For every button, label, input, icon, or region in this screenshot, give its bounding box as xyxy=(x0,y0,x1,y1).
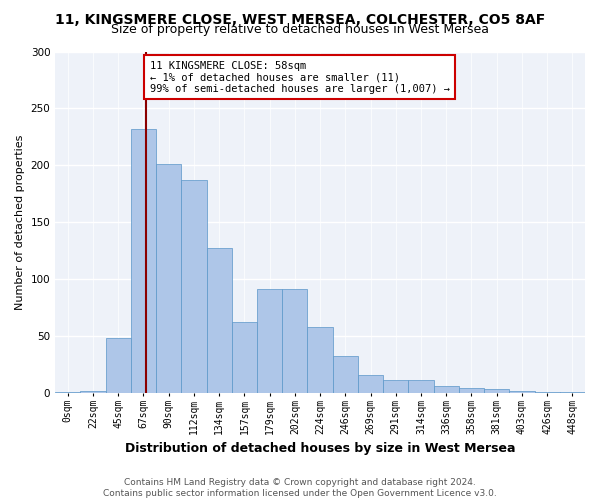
Bar xyxy=(434,386,459,393)
Bar xyxy=(409,380,434,393)
Bar xyxy=(156,164,181,393)
Bar xyxy=(307,327,332,393)
Bar xyxy=(131,129,156,393)
Bar xyxy=(560,392,585,393)
Bar xyxy=(257,290,282,393)
X-axis label: Distribution of detached houses by size in West Mersea: Distribution of detached houses by size … xyxy=(125,442,515,455)
Text: Contains HM Land Registry data © Crown copyright and database right 2024.
Contai: Contains HM Land Registry data © Crown c… xyxy=(103,478,497,498)
Bar xyxy=(509,390,535,393)
Bar xyxy=(332,356,358,393)
Bar xyxy=(232,322,257,393)
Bar xyxy=(106,338,131,393)
Text: 11 KINGSMERE CLOSE: 58sqm
← 1% of detached houses are smaller (11)
99% of semi-d: 11 KINGSMERE CLOSE: 58sqm ← 1% of detach… xyxy=(149,60,449,94)
Bar xyxy=(383,380,409,393)
Bar xyxy=(358,374,383,393)
Bar xyxy=(282,290,307,393)
Bar xyxy=(80,390,106,393)
Bar xyxy=(459,388,484,393)
Text: 11, KINGSMERE CLOSE, WEST MERSEA, COLCHESTER, CO5 8AF: 11, KINGSMERE CLOSE, WEST MERSEA, COLCHE… xyxy=(55,12,545,26)
Bar xyxy=(181,180,206,393)
Y-axis label: Number of detached properties: Number of detached properties xyxy=(15,134,25,310)
Text: Size of property relative to detached houses in West Mersea: Size of property relative to detached ho… xyxy=(111,22,489,36)
Bar xyxy=(206,248,232,393)
Bar xyxy=(484,390,509,393)
Bar xyxy=(535,392,560,393)
Bar xyxy=(55,392,80,393)
